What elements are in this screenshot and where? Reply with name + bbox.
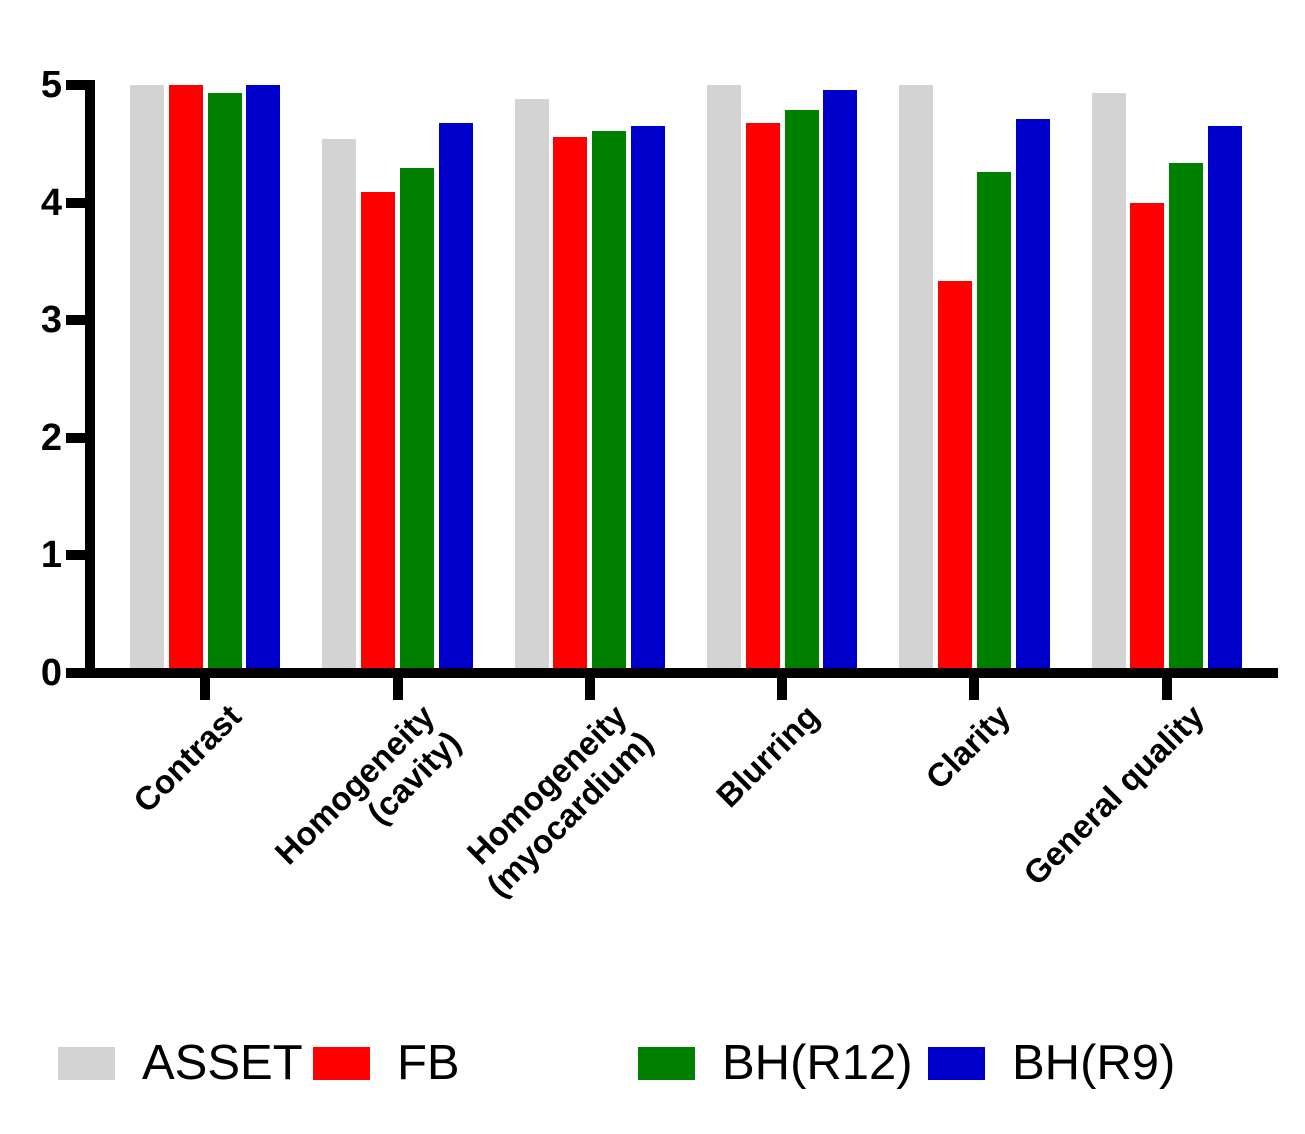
bar-bhr9-0 xyxy=(246,85,281,673)
x-axis-category-label: General quality xyxy=(1015,697,1211,893)
bar-asset-5 xyxy=(1091,93,1126,673)
bar-fb-4 xyxy=(938,281,972,673)
y-axis-tick-label: 4 xyxy=(40,182,62,224)
x-axis-tick xyxy=(777,678,787,700)
bar-bhr12-0 xyxy=(207,93,242,673)
y-axis-tick xyxy=(66,198,95,208)
bar-fb-3 xyxy=(745,122,780,673)
bar-asset-1 xyxy=(322,139,357,673)
y-axis-tick xyxy=(66,433,95,443)
bar-asset-3 xyxy=(706,85,741,673)
y-axis-tick-label: 0 xyxy=(40,652,62,694)
legend-item: FB xyxy=(313,1035,460,1090)
legend-label: BH(R9) xyxy=(1012,1035,1176,1090)
x-axis-category-label: Blurring xyxy=(708,697,826,815)
legend-label: ASSET xyxy=(142,1035,303,1090)
x-axis-line xyxy=(85,668,1278,678)
legend-label: FB xyxy=(397,1035,460,1090)
x-axis-category-label: Homogeneity (myocardium) xyxy=(459,697,660,904)
legend-swatch-asset xyxy=(58,1046,115,1080)
y-axis-tick xyxy=(66,80,95,90)
bar-bhr9-2 xyxy=(631,126,665,673)
bar-fb-2 xyxy=(553,136,588,673)
x-axis-tick xyxy=(393,678,403,700)
y-axis-tick xyxy=(66,550,95,560)
bar-bhr9-3 xyxy=(823,89,858,673)
legend-item: ASSET xyxy=(58,1035,303,1090)
bar-asset-4 xyxy=(899,85,934,673)
bar-bhr12-1 xyxy=(399,168,434,673)
bar-fb-1 xyxy=(361,192,396,673)
x-axis-category-label: Clarity xyxy=(918,697,1018,797)
y-axis-tick-label: 2 xyxy=(40,417,62,459)
y-axis-tick xyxy=(66,315,95,325)
bar-asset-0 xyxy=(130,85,164,673)
legend-swatch-bhr12 xyxy=(638,1046,695,1080)
x-axis-category-label: Homogeneity (cavity) xyxy=(267,697,468,872)
x-axis-tick xyxy=(200,678,210,700)
legend-swatch-bhr9 xyxy=(928,1046,985,1080)
bar-bhr12-3 xyxy=(784,109,819,673)
bar-bhr12-2 xyxy=(592,130,627,673)
bar-asset-2 xyxy=(514,99,549,673)
legend-swatch-fb xyxy=(313,1046,370,1080)
y-axis-tick xyxy=(66,668,95,678)
legend-item: BH(R9) xyxy=(928,1035,1176,1090)
x-axis-category-label: Contrast xyxy=(126,697,249,820)
y-axis-line xyxy=(85,80,95,678)
y-axis-tick-label: 5 xyxy=(40,64,62,106)
y-axis-tick-label: 1 xyxy=(40,534,62,576)
x-axis-tick xyxy=(1162,678,1172,700)
bar-bhr9-1 xyxy=(438,122,473,673)
y-axis-tick-label: 3 xyxy=(40,299,62,341)
bar-bhr12-5 xyxy=(1169,162,1204,673)
bar-bhr9-4 xyxy=(1015,119,1050,673)
bar-bhr9-5 xyxy=(1207,126,1242,673)
x-axis-tick xyxy=(969,678,979,700)
bar-fb-5 xyxy=(1130,202,1165,673)
legend-item: BH(R12) xyxy=(638,1035,913,1090)
legend-label: BH(R12) xyxy=(722,1035,913,1090)
bar-fb-0 xyxy=(168,85,203,673)
x-axis-tick xyxy=(585,678,595,700)
bar-bhr12-4 xyxy=(976,172,1011,673)
